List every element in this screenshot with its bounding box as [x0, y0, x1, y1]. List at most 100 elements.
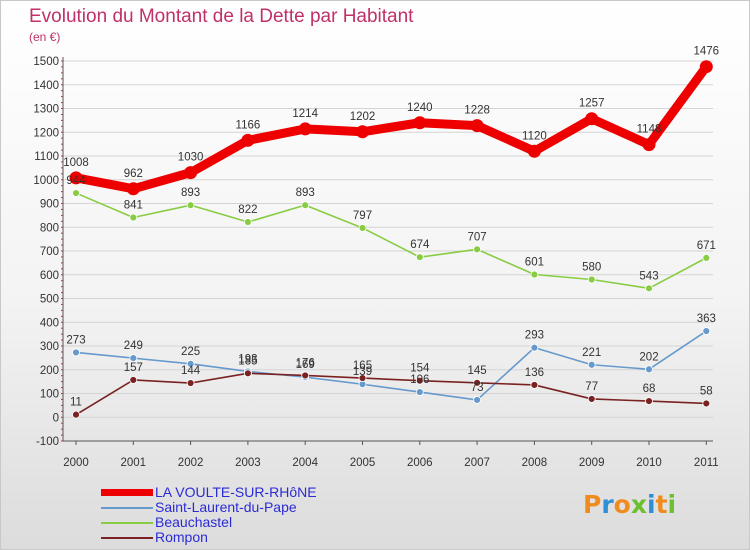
data-label: 176	[296, 357, 315, 369]
y-tick-label: 100	[40, 389, 59, 401]
data-label: 1257	[579, 98, 605, 110]
logo-letter: i	[667, 490, 677, 519]
data-point	[186, 359, 195, 368]
data-point	[72, 348, 80, 357]
legend-label-voulte: LA VOULTE-SUR-RHôNE	[155, 484, 317, 500]
data-label: 1240	[407, 102, 433, 114]
data-point	[358, 224, 367, 232]
data-point	[473, 378, 482, 387]
data-label: 169	[296, 359, 315, 371]
data-label: 139	[353, 366, 372, 378]
data-label: 154	[410, 363, 430, 375]
data-point	[587, 275, 596, 284]
y-tick-label: 1300	[33, 104, 59, 116]
data-point	[126, 182, 140, 196]
data-point	[243, 218, 252, 226]
data-label: 193	[238, 353, 257, 365]
x-tick-label: 2007	[464, 457, 490, 469]
data-label: 202	[639, 351, 658, 363]
data-point	[702, 399, 711, 408]
series-line-3	[75, 372, 708, 416]
data-label: 1030	[178, 152, 204, 164]
data-label: 136	[525, 367, 544, 379]
data-point	[413, 116, 427, 130]
data-point	[356, 125, 369, 139]
data-point	[186, 201, 195, 210]
data-point	[530, 343, 539, 352]
legend-label-rompon: Rompon	[155, 529, 208, 545]
data-point	[587, 395, 596, 403]
data-label: 106	[410, 374, 429, 386]
y-tick-label: 200	[40, 365, 59, 377]
x-tick-label: 2010	[636, 457, 662, 469]
data-label: 1120	[522, 130, 547, 142]
data-point	[241, 133, 255, 147]
data-point	[473, 245, 482, 254]
data-label: 77	[585, 381, 598, 393]
data-label: 822	[238, 204, 257, 216]
data-point	[301, 371, 310, 380]
data-label: 674	[410, 239, 430, 251]
logo-letter: x	[630, 490, 647, 519]
x-tick-label: 2000	[63, 457, 89, 469]
logo-letter: t	[655, 490, 668, 519]
data-point	[358, 374, 367, 382]
x-tick-label: 2009	[579, 457, 605, 469]
data-point	[415, 253, 424, 262]
x-tick-label: 2011	[694, 457, 719, 469]
data-label: 68	[643, 383, 656, 395]
y-tick-label: -100	[36, 436, 59, 448]
data-label: 145	[468, 365, 487, 377]
data-point	[129, 213, 138, 222]
legend-swatch-voulte	[101, 489, 153, 496]
legend-label-saint-laurent: Saint-Laurent-du-Pape	[155, 499, 297, 515]
data-label: 363	[697, 313, 716, 325]
data-label: 165	[353, 360, 372, 372]
data-label: 962	[124, 168, 143, 180]
y-tick-label: 1000	[33, 175, 59, 187]
legend-swatch-beauchastel	[101, 522, 153, 524]
x-tick-label: 2006	[407, 457, 433, 469]
data-point	[699, 60, 713, 74]
logo-letter: r	[601, 490, 614, 519]
data-point	[527, 144, 541, 158]
x-tick-label: 2003	[235, 457, 261, 469]
data-point	[298, 122, 312, 136]
data-point	[72, 189, 80, 197]
y-tick-label: 400	[40, 317, 59, 329]
x-tick-label: 2004	[292, 457, 318, 469]
data-point	[645, 284, 653, 293]
legend-swatch-saint-laurent	[101, 507, 153, 509]
data-label: 893	[296, 187, 315, 199]
data-point	[642, 138, 656, 152]
data-point	[470, 119, 484, 133]
data-point	[72, 410, 80, 419]
data-label: 11	[70, 397, 82, 409]
data-point	[530, 381, 539, 389]
legend-item-saint-laurent: Saint-Laurent-du-Pape	[101, 500, 431, 515]
data-label: 797	[353, 210, 372, 222]
data-point	[415, 376, 424, 385]
data-label: 221	[582, 347, 601, 359]
data-label: 1476	[694, 46, 720, 58]
data-label: 944	[66, 175, 86, 187]
series-line-1	[75, 330, 708, 401]
data-label: 185	[238, 355, 257, 367]
y-tick-label: 500	[40, 294, 59, 306]
data-point	[243, 369, 252, 378]
data-label: 144	[181, 365, 201, 377]
data-label: 1214	[292, 108, 318, 120]
data-label: 841	[124, 200, 143, 212]
data-label: 157	[124, 362, 143, 374]
chart-legend: LA VOULTE-SUR-RHôNE Saint-Laurent-du-Pap…	[101, 485, 431, 545]
legend-item-voulte: LA VOULTE-SUR-RHôNE	[101, 485, 431, 500]
data-point	[587, 360, 596, 369]
data-point	[473, 396, 482, 404]
chart-unit-label: (en €)	[29, 30, 61, 44]
data-label: 601	[525, 257, 544, 269]
y-tick-label: 1200	[33, 127, 59, 139]
data-label: 707	[468, 231, 487, 243]
y-tick-label: 600	[40, 270, 59, 282]
data-point	[645, 365, 653, 374]
